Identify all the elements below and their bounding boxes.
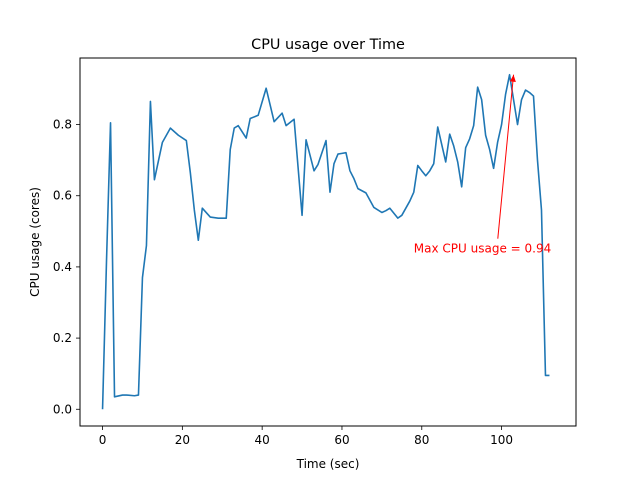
annotation-arrowhead	[509, 74, 516, 82]
annotation-label: Max CPU usage = 0.94	[414, 242, 551, 256]
x-tick-label: 40	[255, 433, 270, 447]
x-tick-label: 100	[490, 433, 513, 447]
y-axis-label: CPU usage (cores)	[28, 187, 42, 297]
plot-area	[80, 58, 576, 426]
y-tick-label: 0.8	[53, 118, 72, 132]
annotation-layer: Max CPU usage = 0.94	[414, 74, 551, 256]
x-tick-label: 60	[334, 433, 349, 447]
chart-title: CPU usage over Time	[251, 37, 405, 53]
x-axis: 0 20 40 60 80 100	[99, 426, 513, 447]
plot-frame	[79, 57, 577, 427]
y-axis: 0.0 0.2 0.4 0.6 0.8	[53, 118, 80, 416]
series-layer	[101, 73, 550, 410]
x-tick-label: 20	[175, 433, 190, 447]
y-tick-label: 0.2	[53, 331, 72, 345]
annotation-arrow	[497, 74, 515, 239]
x-tick-label: 0	[99, 433, 107, 447]
x-tick-label: 80	[414, 433, 429, 447]
x-axis-label: Time (sec)	[296, 457, 360, 471]
plot-background	[80, 58, 576, 426]
y-tick-label: 0.6	[53, 189, 72, 203]
y-tick-label: 0.0	[53, 402, 72, 416]
series-line	[101, 73, 550, 410]
y-tick-label: 0.4	[53, 260, 72, 274]
